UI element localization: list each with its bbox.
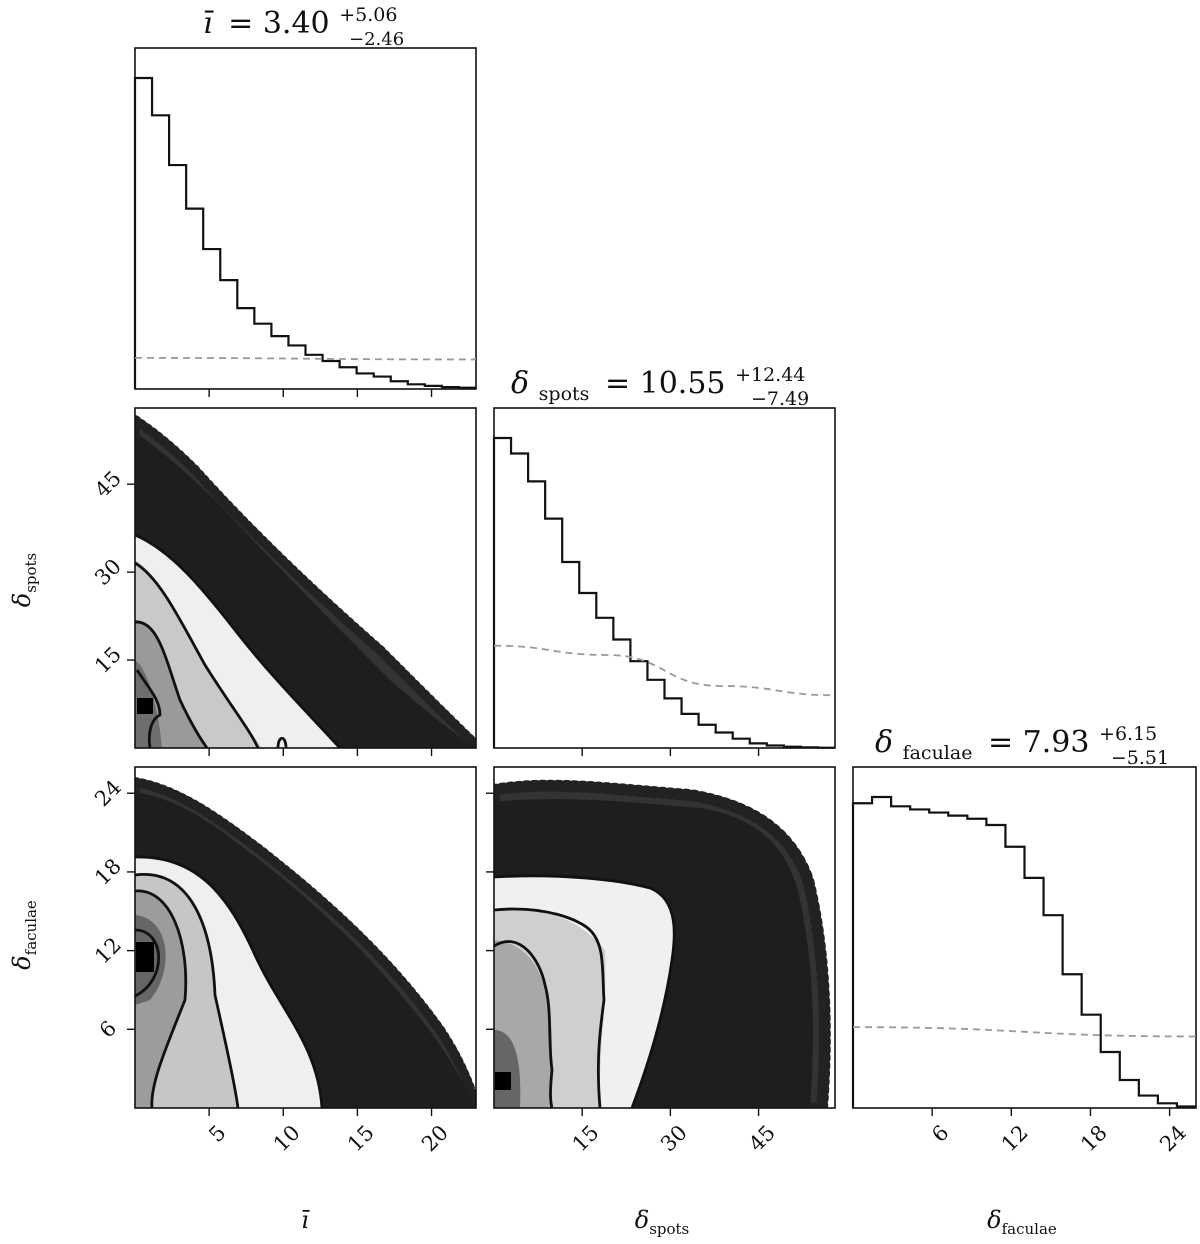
x-tick-label-1-2: 45 [744,1120,780,1156]
x-tick-label-0-0: 5 [204,1120,230,1146]
panel-faculae-hist-frame [852,766,1197,1109]
prior-spots [493,644,836,697]
ylabel-faculae: δfaculae [8,900,40,970]
histogram-i [133,76,476,389]
title-spots: δ spots = 10.55 +12.44 −7.49 [511,354,815,410]
y-tick-label-2-3: 24 [90,775,126,811]
title-faculae: δ faculae = 7.93 +6.15 −5.51 [875,713,1169,769]
ylabel-spots: δspots [8,553,40,608]
xlabel-spots: δspots [635,1206,690,1238]
panel-spots-vs-i-frame [134,407,477,749]
xlabel-i: ī [301,1206,310,1234]
prior-faculae [852,1026,1197,1038]
panel-faculae-vs-spots-frame [493,766,836,1109]
x-tick-label-0-2: 15 [343,1120,379,1156]
y-tick-label-2-2: 18 [90,854,126,890]
panel-spots-vs-i [135,408,476,748]
prior-i [134,357,477,361]
y-tick-label-1-2: 45 [90,466,126,502]
panel-faculae-vs-i [135,767,476,1108]
x-tick-label-1-1: 30 [656,1120,692,1156]
x-tick-label-2-2: 18 [1076,1120,1112,1156]
panel-faculae-vs-i-frame [134,766,477,1109]
x-tick-label-2-1: 12 [997,1120,1033,1156]
xlabel-faculae: δfaculae [987,1206,1057,1238]
x-tick-label-0-3: 20 [417,1120,453,1156]
histogram-spots [492,436,835,749]
x-tick-label-2-0: 6 [927,1120,953,1146]
y-tick-label-1-0: 15 [90,642,126,678]
histogram-faculae [851,795,1196,1108]
x-tick-label-0-1: 10 [269,1120,305,1156]
y-tick-label-2-1: 12 [90,933,126,969]
panel-faculae-vs-spots [494,767,835,1108]
y-tick-label-2-0: 6 [95,1016,121,1042]
panel-i-hist-frame [134,47,477,390]
title-i: ī = 3.40 +5.06 −2.46 [203,0,407,50]
x-tick-label-2-3: 24 [1155,1120,1191,1156]
x-tick-label-1-0: 15 [568,1120,604,1156]
y-tick-label-1-1: 30 [90,554,126,590]
